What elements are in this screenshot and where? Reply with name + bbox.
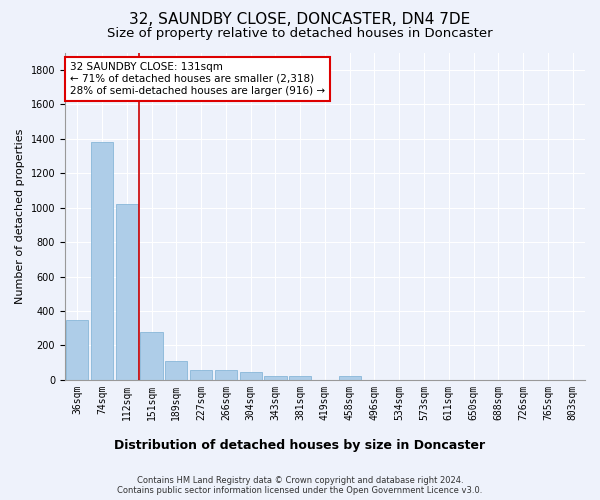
Text: Contains HM Land Registry data © Crown copyright and database right 2024.
Contai: Contains HM Land Registry data © Crown c… [118, 476, 482, 495]
Bar [140, 332, 163, 380]
Bar [165, 361, 187, 380]
Bar [289, 376, 311, 380]
Bar [338, 376, 361, 380]
Bar [91, 142, 113, 380]
Text: 32, SAUNDBY CLOSE, DONCASTER, DN4 7DE: 32, SAUNDBY CLOSE, DONCASTER, DN4 7DE [130, 12, 470, 28]
Text: Size of property relative to detached houses in Doncaster: Size of property relative to detached ho… [107, 28, 493, 40]
Text: 32 SAUNDBY CLOSE: 131sqm
← 71% of detached houses are smaller (2,318)
28% of sem: 32 SAUNDBY CLOSE: 131sqm ← 71% of detach… [70, 62, 325, 96]
Y-axis label: Number of detached properties: Number of detached properties [15, 128, 25, 304]
Bar [264, 376, 287, 380]
Bar [215, 370, 237, 380]
Text: Distribution of detached houses by size in Doncaster: Distribution of detached houses by size … [115, 440, 485, 452]
Bar [190, 370, 212, 380]
Bar [116, 204, 138, 380]
Bar [239, 372, 262, 380]
Bar [66, 320, 88, 380]
